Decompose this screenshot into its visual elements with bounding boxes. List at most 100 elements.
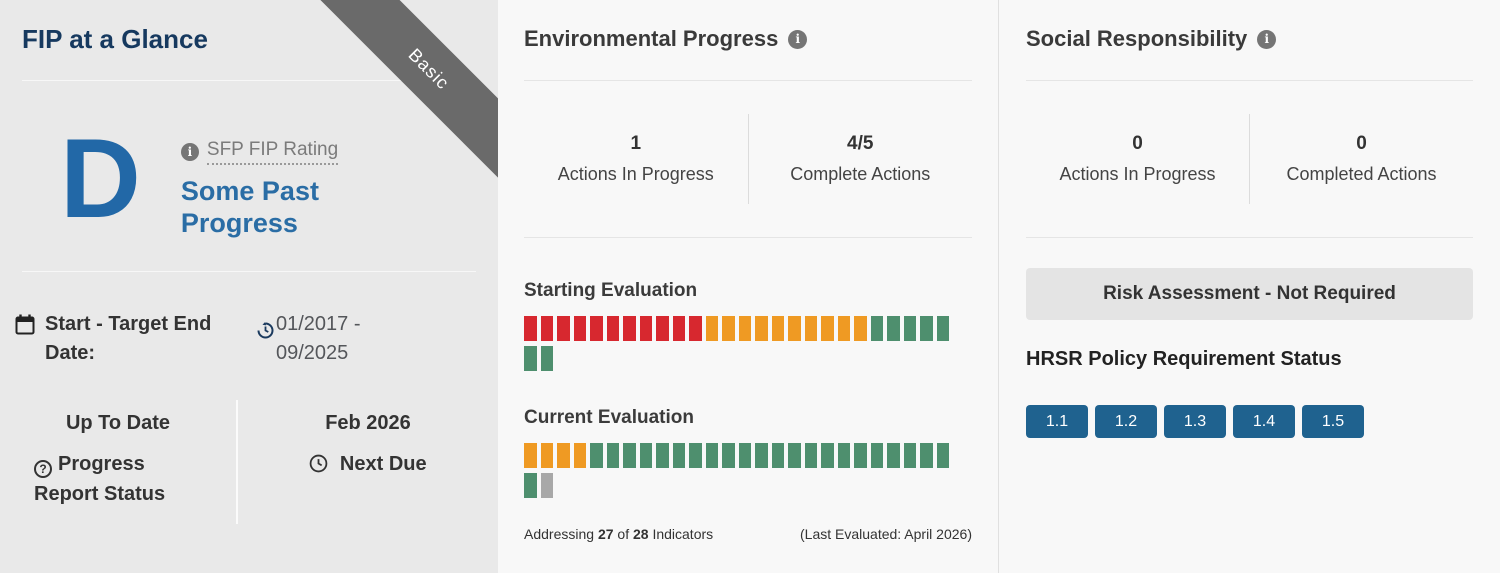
environmental-progress-panel: Environmental Progress i 1 Actions In Pr… — [498, 0, 998, 573]
indicator-block-green[interactable] — [722, 443, 735, 468]
environmental-title-row: Environmental Progress i — [524, 0, 972, 52]
indicator-block-green[interactable] — [639, 443, 652, 468]
indicator-block-green[interactable] — [804, 443, 817, 468]
indicator-block-red[interactable] — [557, 316, 570, 341]
indicator-block-green[interactable] — [821, 443, 834, 468]
indicator-block-green[interactable] — [672, 443, 685, 468]
stat-label: Actions In Progress — [1059, 164, 1216, 184]
indicator-block-green[interactable] — [524, 473, 537, 498]
indicator-block-orange[interactable] — [804, 316, 817, 341]
indicator-block-orange[interactable] — [854, 316, 867, 341]
page-title: FIP at a Glance — [22, 24, 208, 54]
indicator-block-green[interactable] — [788, 443, 801, 468]
indicator-block-green[interactable] — [854, 443, 867, 468]
divider — [236, 400, 238, 524]
indicator-block-green[interactable] — [870, 443, 883, 468]
hrsr-badge[interactable]: 1.2 — [1095, 405, 1157, 438]
indicator-block-green[interactable] — [936, 443, 949, 468]
indicator-block-orange[interactable] — [722, 316, 735, 341]
indicator-block-red[interactable] — [672, 316, 685, 341]
hrsr-badge[interactable]: 1.5 — [1302, 405, 1364, 438]
social-title: Social Responsibility — [1026, 26, 1248, 51]
clock-icon — [309, 454, 334, 478]
stat-value: 4/5 — [847, 133, 874, 154]
indicator-block-orange[interactable] — [738, 316, 751, 341]
indicator-block-red[interactable] — [623, 316, 636, 341]
stat-value: 1 — [630, 133, 642, 154]
fip-at-a-glance-panel: Basic FIP at a Glance D i SFP FIP Rating… — [0, 0, 498, 573]
indicator-block-green[interactable] — [738, 443, 751, 468]
indicator-block-orange[interactable] — [821, 316, 834, 341]
divider — [524, 237, 972, 238]
hrsr-badge[interactable]: 1.3 — [1164, 405, 1226, 438]
divider — [22, 80, 476, 81]
indicator-block-green[interactable] — [656, 443, 669, 468]
hrsr-badge[interactable]: 1.1 — [1026, 405, 1088, 438]
indicator-block-red[interactable] — [573, 316, 586, 341]
info-icon[interactable]: i — [788, 29, 808, 49]
divider — [524, 80, 972, 81]
social-title-row: Social Responsibility i — [1026, 0, 1473, 52]
indicator-block-green[interactable] — [755, 443, 768, 468]
info-icon[interactable]: i — [180, 143, 199, 161]
indicator-block-green[interactable] — [606, 443, 619, 468]
sfp-fip-rating-link[interactable]: SFP FIP Rating — [206, 139, 339, 165]
starting-evaluation-section: Starting Evaluation — [524, 280, 972, 371]
indicator-block-orange[interactable] — [788, 316, 801, 341]
info-icon[interactable]: i — [1257, 29, 1277, 49]
indicator-block-orange[interactable] — [573, 443, 586, 468]
indicator-block-orange[interactable] — [557, 443, 570, 468]
indicator-block-green[interactable] — [689, 443, 702, 468]
date-range-row: Start - Target End Date: 01/2017 - 09/20… — [15, 310, 476, 368]
indicator-block-green[interactable] — [524, 346, 537, 371]
hrsr-badge[interactable]: 1.4 — [1233, 405, 1295, 438]
indicator-block-orange[interactable] — [540, 443, 553, 468]
fip-rating-section: D i SFP FIP Rating Some Past Progress — [60, 123, 476, 239]
next-due-column: Feb 2026 Next Due — [238, 412, 498, 524]
indicator-block-orange[interactable] — [524, 443, 537, 468]
indicator-block-orange[interactable] — [705, 316, 718, 341]
indicator-block-green[interactable] — [771, 443, 784, 468]
question-icon[interactable]: ? — [34, 460, 52, 478]
indicator-block-red[interactable] — [606, 316, 619, 341]
current-evaluation-label: Current Evaluation — [524, 407, 694, 428]
indicator-block-red[interactable] — [524, 316, 537, 341]
indicator-block-green[interactable] — [870, 316, 883, 341]
indicator-block-green[interactable] — [540, 346, 553, 371]
addressing-indicators-text: Addressing 27 of 28 Indicators — [524, 526, 714, 542]
indicator-block-green[interactable] — [903, 316, 916, 341]
stat-value: 0 — [1132, 133, 1143, 154]
indicator-block-green[interactable] — [887, 316, 900, 341]
indicator-block-green[interactable] — [920, 316, 933, 341]
indicator-block-red[interactable] — [639, 316, 652, 341]
indicator-block-orange[interactable] — [771, 316, 784, 341]
ribbon-label: Basic — [404, 44, 454, 94]
stat-label: Completed Actions — [1286, 164, 1437, 184]
rating-description: Some Past Progress — [180, 176, 319, 238]
indicator-block-orange[interactable] — [755, 316, 768, 341]
completed-actions-stat: 0 Completed Actions — [1250, 133, 1473, 185]
indicator-block-green[interactable] — [623, 443, 636, 468]
indicator-block-gray[interactable] — [540, 473, 553, 498]
next-due-label: Next Due — [238, 449, 498, 482]
calendar-icon — [15, 314, 35, 341]
indicator-block-red[interactable] — [656, 316, 669, 341]
indicator-block-red[interactable] — [689, 316, 702, 341]
indicator-block-red[interactable] — [540, 316, 553, 341]
hrsr-badge-row: 1.1 1.2 1.3 1.4 1.5 — [1026, 405, 1473, 438]
next-due-value: Feb 2026 — [325, 412, 411, 434]
indicator-block-red[interactable] — [590, 316, 603, 341]
starting-evaluation-label: Starting Evaluation — [524, 280, 698, 301]
indicator-block-green[interactable] — [887, 443, 900, 468]
indicator-block-green[interactable] — [936, 316, 949, 341]
progress-report-section: Up To Date ? Progress Report Status Feb 2… — [0, 400, 498, 524]
indicator-block-green[interactable] — [837, 443, 850, 468]
indicator-block-orange[interactable] — [837, 316, 850, 341]
indicator-block-green[interactable] — [903, 443, 916, 468]
indicator-block-green[interactable] — [705, 443, 718, 468]
divider — [22, 271, 476, 272]
divider — [747, 114, 749, 204]
indicator-block-green[interactable] — [920, 443, 933, 468]
indicator-block-green[interactable] — [590, 443, 603, 468]
hrsr-policy-title: HRSR Policy Requirement Status — [1026, 348, 1342, 370]
